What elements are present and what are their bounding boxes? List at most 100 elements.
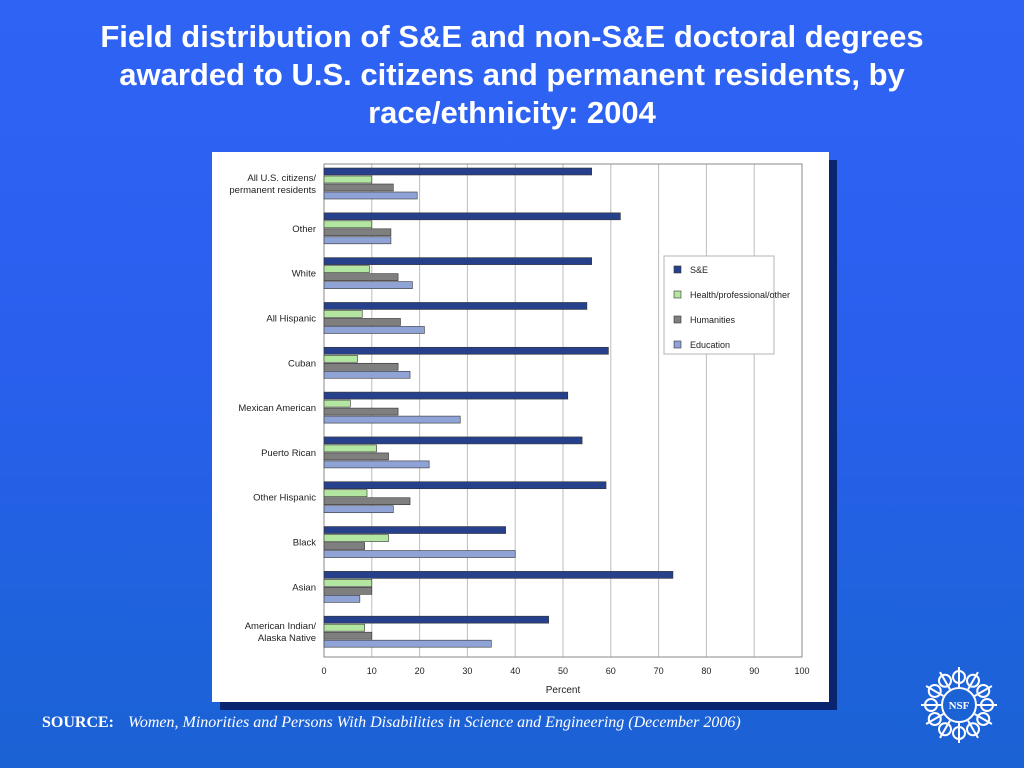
logo-star-10 — [966, 673, 980, 688]
category-label-6: Puerto Rican — [261, 448, 316, 459]
bar-1-10 — [323, 623, 365, 632]
nsf-logo-text: NSF — [949, 700, 970, 712]
bar-0-3 — [323, 302, 588, 310]
category-label-10-1: Alaska Native — [258, 633, 316, 644]
bar-0-9 — [323, 571, 674, 579]
bar-2-4 — [323, 362, 399, 371]
bar-2-8 — [323, 542, 365, 550]
bar-3-2 — [323, 281, 413, 289]
bar-2-5 — [323, 407, 399, 416]
category-label-8: Black — [293, 538, 316, 549]
bar-3-9 — [323, 595, 361, 603]
logo-star-5 — [927, 712, 942, 726]
bar-0-8 — [323, 526, 506, 534]
bar-2-3 — [323, 318, 401, 326]
nsf-logo-icon: NSF — [921, 667, 997, 743]
legend-swatch-3 — [673, 340, 682, 349]
category-label-0-1: permanent residents — [229, 185, 316, 196]
x-tick-label-4: 40 — [510, 666, 520, 676]
bar-3-7 — [323, 505, 394, 514]
bar-1-4 — [323, 354, 358, 363]
x-tick-label-5: 50 — [558, 666, 568, 676]
legend-swatch-2 — [673, 315, 682, 324]
bar-0-4 — [323, 346, 609, 355]
bar-1-2 — [323, 265, 370, 273]
legend-label-2: Humanities — [690, 315, 736, 325]
logo-star-2 — [966, 722, 980, 737]
category-label-9: Asian — [292, 582, 316, 593]
slide-title: Field distribution of S&E and non-S&E do… — [100, 19, 924, 130]
bar-0-2 — [323, 257, 592, 265]
chart-panel: 0 10 20 30 40 50 60 70 80 90 100 Percent All U.S. ci… — [212, 152, 829, 702]
bar-1-6 — [323, 444, 377, 453]
bar-0-1 — [323, 212, 621, 221]
logo-star-8 — [938, 673, 952, 688]
bar-0-5 — [323, 391, 569, 400]
logo-ray-7 — [925, 685, 944, 697]
bar-2-0 — [323, 183, 394, 192]
logo-ray-5 — [925, 713, 944, 725]
bar-2-1 — [323, 228, 392, 237]
logo-ray-4 — [939, 720, 951, 739]
bar-2-7 — [323, 497, 411, 506]
bar-1-9 — [323, 579, 373, 587]
x-tick-label-1: 10 — [367, 666, 377, 676]
bar-0-0 — [323, 167, 592, 176]
bar-3-8 — [323, 550, 516, 558]
bar-1-3 — [323, 310, 363, 318]
x-tick-label-7: 70 — [654, 666, 664, 676]
category-label-10-0: American Indian/ — [245, 621, 317, 632]
legend-box — [663, 255, 775, 355]
source-note: SOURCE: Women, Minorities and Persons Wit… — [42, 714, 741, 732]
legend-label-0: S&E — [690, 265, 708, 275]
x-tick-label-10: 100 — [794, 666, 809, 676]
logo-ray-2 — [967, 720, 979, 739]
category-label-3: All Hispanic — [266, 313, 316, 324]
bar-3-0 — [323, 191, 418, 200]
category-label-1: Other — [292, 224, 316, 235]
legend-swatch-1 — [673, 290, 682, 299]
bar-1-1 — [323, 220, 373, 229]
bar-3-1 — [323, 236, 392, 245]
legend-swatch-0 — [673, 265, 682, 274]
category-label-7: Other Hispanic — [253, 493, 316, 504]
x-tick-label-6: 60 — [606, 666, 616, 676]
logo-ray-10 — [967, 671, 979, 690]
x-tick-label-3: 30 — [462, 666, 472, 676]
bar-2-6 — [323, 452, 389, 461]
bar-3-3 — [323, 326, 425, 334]
x-tick-label-9: 90 — [749, 666, 759, 676]
bar-3-6 — [323, 460, 430, 469]
x-tick-label-8: 80 — [701, 666, 711, 676]
bar-3-10 — [323, 639, 492, 648]
bar-2-9 — [323, 587, 373, 595]
legend-label-3: Education — [690, 340, 730, 350]
bar-3-4 — [323, 370, 411, 379]
bar-3-5 — [323, 415, 461, 424]
logo-star-4 — [938, 722, 952, 737]
category-label-2: White — [292, 269, 316, 280]
category-label-0-0: All U.S. citizens/ — [247, 173, 316, 184]
bar-chart: 0 10 20 30 40 50 60 70 80 90 100 Percent All U.S. ci… — [229, 163, 810, 696]
logo-ray-1 — [974, 713, 993, 725]
logo-star-1 — [976, 712, 991, 726]
bar-0-7 — [323, 481, 607, 490]
bar-0-6 — [323, 436, 583, 445]
x-tick-label-2: 20 — [415, 666, 425, 676]
logo-ray-8 — [939, 671, 951, 690]
bar-1-7 — [323, 489, 368, 498]
x-axis-label: Percent — [546, 685, 581, 696]
legend-label-1: Health/professional/other — [690, 290, 790, 300]
bar-2-10 — [323, 631, 373, 640]
category-label-4: Cuban — [288, 358, 316, 369]
bar-1-8 — [323, 534, 389, 542]
x-tick-label-0: 0 — [321, 666, 326, 676]
logo-star-7 — [927, 684, 942, 698]
bar-1-5 — [323, 399, 351, 408]
source-text: Women, Minorities and Persons With Disab… — [128, 714, 741, 731]
bar-2-2 — [323, 273, 399, 281]
category-label-5: Mexican American — [238, 403, 316, 414]
logo-ray-11 — [974, 685, 993, 697]
source-label: SOURCE: — [42, 714, 115, 731]
logo-star-11 — [976, 684, 991, 698]
